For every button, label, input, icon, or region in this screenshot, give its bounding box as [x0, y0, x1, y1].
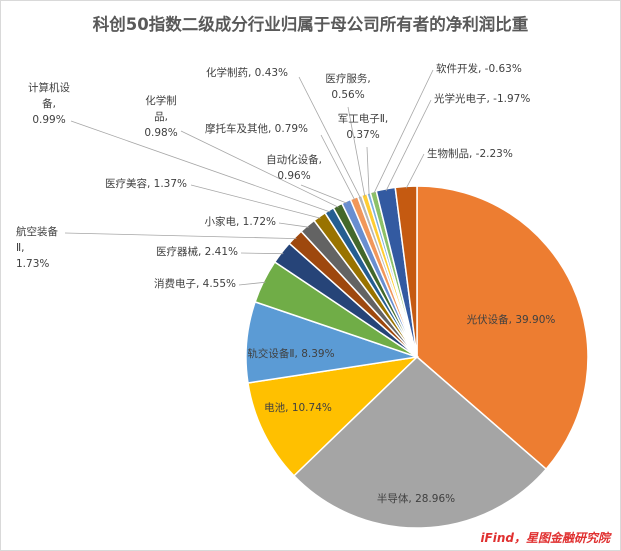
- data-label-11: 自动化设备, 0.96%: [266, 153, 322, 182]
- pie-slices: [245, 185, 589, 529]
- data-label-13: 化学制药, 0.43%: [206, 66, 288, 79]
- leader-line-4: [238, 281, 266, 286]
- pie-slice-0: [416, 185, 589, 471]
- data-label-17: 光学光电子, -1.97%: [434, 92, 530, 105]
- leader-line-11: [300, 184, 348, 204]
- leader-line-17: [385, 99, 432, 192]
- data-label-6: 航空装备 Ⅱ, 1.73%: [16, 225, 58, 270]
- leader-line-6: [64, 232, 297, 239]
- data-label-12: 摩托车及其他, 0.79%: [205, 122, 308, 135]
- leader-line-7: [278, 222, 309, 228]
- pie-slice-2: [247, 355, 420, 477]
- pie-labels: 光伏设备, 39.90% 半导体, 28.96% 电池, 10.74% 轨交设备Ⅱ, …: [16, 62, 555, 505]
- data-label-2: 电池, 10.74%: [264, 401, 332, 414]
- leader-line-5: [240, 252, 284, 255]
- leader-line-9: [70, 120, 331, 213]
- data-label-10: 化学制品, 0.98%: [144, 94, 177, 139]
- leader-line-14: [347, 106, 366, 197]
- data-label-7: 小家电, 1.72%: [204, 215, 276, 228]
- data-label-4: 消费电子, 4.55%: [154, 277, 236, 290]
- leader-line-18: [405, 153, 425, 189]
- pie-slice-18: [394, 185, 418, 358]
- leader-line-16: [373, 69, 434, 194]
- leader-line-13: [298, 76, 361, 198]
- chart-title: 科创50指数二级成分行业归属于母公司所有者的净利润比重: [92, 15, 529, 34]
- data-label-3: 轨交设备Ⅱ, 8.39%: [247, 347, 334, 360]
- pie-slice-1: [292, 355, 548, 529]
- leader-line-10: [180, 130, 339, 208]
- leader-line-12: [320, 134, 356, 201]
- leader-line-8: [190, 184, 321, 219]
- data-label-15: 军工电子Ⅱ, 0.37%: [338, 112, 389, 141]
- source-note: iFind，星图金融研究院: [480, 531, 610, 545]
- data-label-0: 光伏设备, 39.90%: [467, 313, 556, 326]
- data-label-1: 半导体, 28.96%: [377, 492, 455, 505]
- leader-lines: [64, 69, 434, 286]
- data-label-9: 计算机设备, 0.99%: [28, 81, 70, 126]
- data-label-18: 生物制品, -2.23%: [427, 147, 513, 160]
- data-label-14: 医疗服务, 0.56%: [325, 72, 370, 101]
- data-label-5: 医疗器械, 2.41%: [156, 245, 238, 258]
- data-label-8: 医疗美容, 1.37%: [105, 177, 187, 190]
- leader-line-15: [366, 146, 370, 195]
- data-label-16: 软件开发, -0.63%: [436, 62, 522, 75]
